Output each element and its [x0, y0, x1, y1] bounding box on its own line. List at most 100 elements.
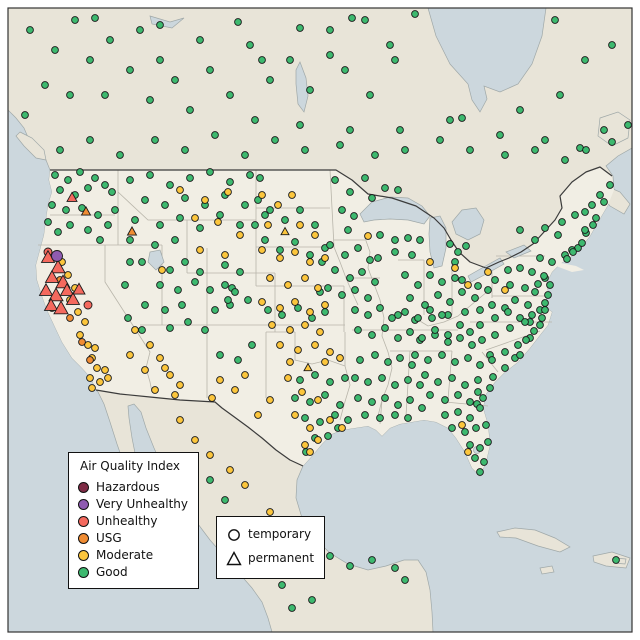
- station-good-temporary[interactable]: [296, 24, 304, 32]
- station-good-temporary[interactable]: [426, 306, 434, 314]
- station-good-temporary[interactable]: [161, 306, 169, 314]
- station-good-temporary[interactable]: [256, 174, 264, 182]
- station-moderate-temporary[interactable]: [338, 424, 346, 432]
- station-moderate-temporary[interactable]: [216, 376, 224, 384]
- station-unhealthy-permanent[interactable]: [59, 282, 75, 296]
- station-good-temporary[interactable]: [448, 374, 456, 382]
- station-good-temporary[interactable]: [201, 326, 209, 334]
- station-good-temporary[interactable]: [124, 314, 132, 322]
- station-moderate-temporary[interactable]: [311, 341, 319, 349]
- station-moderate-temporary[interactable]: [258, 191, 266, 199]
- station-moderate-temporary[interactable]: [276, 341, 284, 349]
- station-moderate-temporary[interactable]: [301, 441, 309, 449]
- station-moderate-temporary[interactable]: [276, 254, 284, 262]
- station-good-temporary[interactable]: [524, 301, 532, 309]
- station-moderate-temporary[interactable]: [296, 221, 304, 229]
- station-good-temporary[interactable]: [361, 174, 369, 182]
- station-moderate-temporary[interactable]: [151, 386, 159, 394]
- station-moderate-temporary[interactable]: [291, 248, 299, 256]
- station-good-temporary[interactable]: [338, 206, 346, 214]
- station-good-temporary[interactable]: [541, 136, 549, 144]
- station-good-temporary[interactable]: [438, 351, 446, 359]
- station-moderate-temporary[interactable]: [131, 326, 139, 334]
- station-good-temporary[interactable]: [361, 411, 369, 419]
- station-good-temporary[interactable]: [361, 16, 369, 24]
- station-good-temporary[interactable]: [151, 241, 159, 249]
- station-good-temporary[interactable]: [448, 424, 456, 432]
- station-good-temporary[interactable]: [578, 239, 586, 247]
- station-moderate-temporary[interactable]: [364, 232, 372, 240]
- station-good-temporary[interactable]: [401, 271, 409, 279]
- station-moderate-temporary[interactable]: [74, 308, 82, 316]
- station-good-temporary[interactable]: [581, 226, 589, 234]
- station-unhealthy-permanent[interactable]: [53, 300, 69, 315]
- station-good-temporary[interactable]: [346, 562, 354, 570]
- station-good-temporary[interactable]: [96, 236, 104, 244]
- station-moderate-temporary[interactable]: [221, 251, 229, 259]
- station-good-temporary[interactable]: [276, 246, 284, 254]
- station-good-temporary[interactable]: [278, 581, 286, 589]
- station-good-temporary[interactable]: [156, 221, 164, 229]
- station-good-temporary[interactable]: [326, 26, 334, 34]
- station-moderate-temporary[interactable]: [76, 331, 84, 339]
- station-good-temporary[interactable]: [306, 251, 314, 259]
- station-good-temporary[interactable]: [91, 174, 99, 182]
- station-moderate-temporary[interactable]: [86, 374, 94, 382]
- station-good-temporary[interactable]: [376, 304, 384, 312]
- station-good-temporary[interactable]: [294, 304, 302, 312]
- station-good-temporary[interactable]: [126, 258, 134, 266]
- station-moderate-temporary[interactable]: [176, 381, 184, 389]
- station-good-temporary[interactable]: [84, 184, 92, 192]
- station-good-temporary[interactable]: [551, 16, 559, 24]
- station-good-temporary[interactable]: [581, 56, 589, 64]
- station-good-temporary[interactable]: [368, 194, 376, 202]
- station-good-temporary[interactable]: [416, 236, 424, 244]
- station-good-temporary[interactable]: [174, 286, 182, 294]
- station-good-temporary[interactable]: [606, 181, 614, 189]
- station-good-temporary[interactable]: [504, 266, 512, 274]
- station-good-temporary[interactable]: [544, 291, 552, 299]
- station-good-temporary[interactable]: [391, 564, 399, 572]
- station-unhealthy-permanent[interactable]: [38, 282, 54, 296]
- station-good-temporary[interactable]: [421, 371, 429, 379]
- station-good-temporary[interactable]: [371, 278, 379, 286]
- station-moderate-temporary[interactable]: [146, 341, 154, 349]
- station-very-unhealthy-temporary[interactable]: [51, 250, 63, 262]
- station-good-temporary[interactable]: [531, 288, 539, 296]
- station-good-temporary[interactable]: [186, 106, 194, 114]
- station-good-temporary[interactable]: [206, 476, 214, 484]
- station-good-temporary[interactable]: [246, 41, 254, 49]
- station-good-temporary[interactable]: [563, 255, 571, 263]
- station-good-temporary[interactable]: [406, 294, 414, 302]
- station-moderate-temporary[interactable]: [126, 351, 134, 359]
- station-good-temporary[interactable]: [608, 138, 616, 146]
- station-good-temporary[interactable]: [538, 314, 546, 322]
- station-good-temporary[interactable]: [480, 458, 488, 466]
- station-moderate-temporary[interactable]: [171, 391, 179, 399]
- station-good-temporary[interactable]: [296, 376, 304, 384]
- station-good-temporary[interactable]: [391, 248, 399, 256]
- station-moderate-temporary[interactable]: [288, 191, 296, 199]
- station-good-temporary[interactable]: [516, 314, 524, 322]
- station-good-temporary[interactable]: [278, 311, 286, 319]
- station-moderate-temporary[interactable]: [104, 374, 112, 382]
- station-moderate-temporary[interactable]: [166, 371, 174, 379]
- station-good-temporary[interactable]: [461, 428, 469, 436]
- station-good-temporary[interactable]: [146, 171, 154, 179]
- station-good-temporary[interactable]: [296, 121, 304, 129]
- station-good-temporary[interactable]: [286, 56, 294, 64]
- station-good-temporary[interactable]: [338, 291, 346, 299]
- station-good-temporary[interactable]: [51, 171, 59, 179]
- station-good-temporary[interactable]: [434, 378, 442, 386]
- station-good-temporary[interactable]: [514, 341, 522, 349]
- station-good-temporary[interactable]: [504, 308, 512, 316]
- station-good-temporary[interactable]: [181, 146, 189, 154]
- station-good-temporary[interactable]: [161, 201, 169, 209]
- station-good-temporary[interactable]: [381, 324, 389, 332]
- station-good-temporary[interactable]: [71, 16, 79, 24]
- station-good-temporary[interactable]: [541, 299, 549, 307]
- station-moderate-temporary[interactable]: [141, 366, 149, 374]
- station-good-temporary[interactable]: [381, 184, 389, 192]
- station-good-temporary[interactable]: [364, 311, 372, 319]
- station-good-temporary[interactable]: [474, 388, 482, 396]
